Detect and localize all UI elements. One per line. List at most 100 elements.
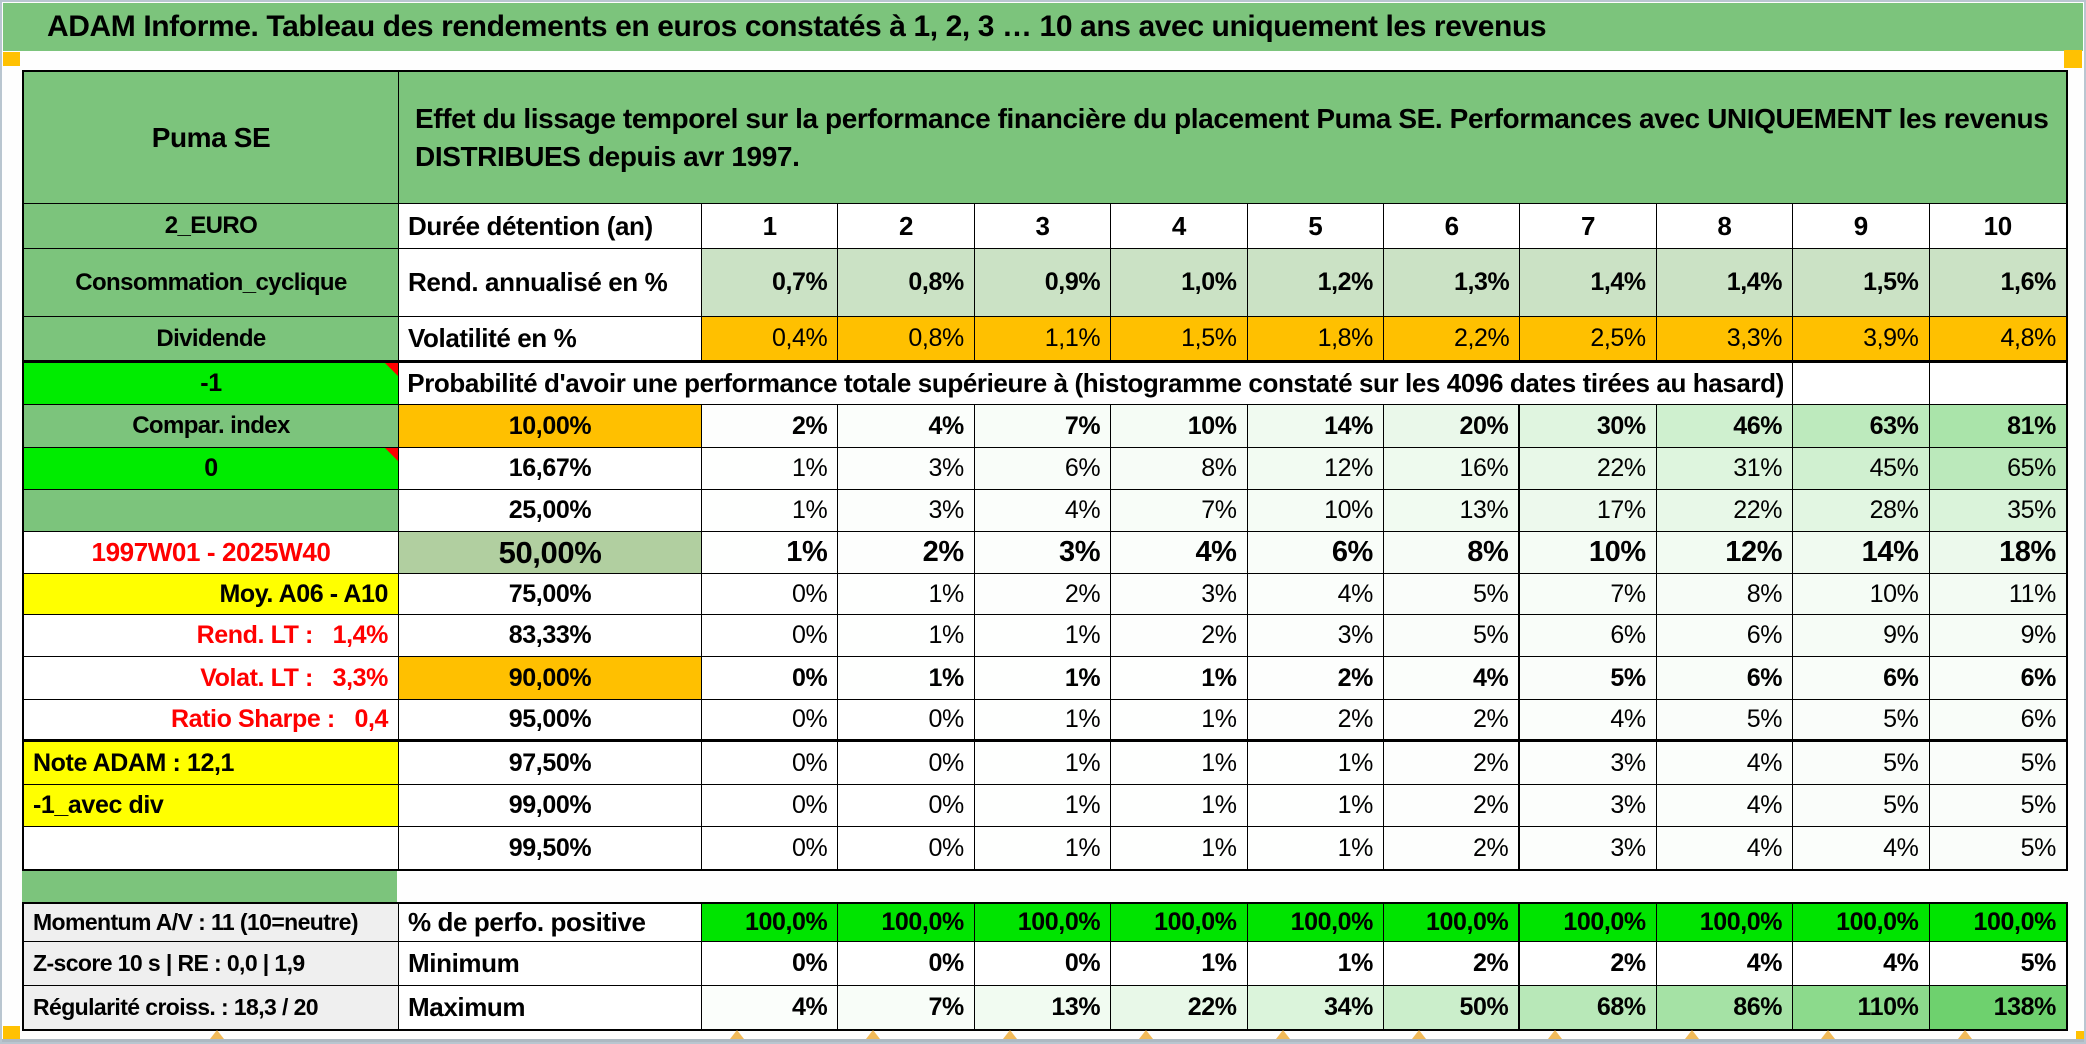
positive-perf-cell[interactable]: 100,0% — [1793, 904, 1930, 942]
threshold-cell[interactable]: 97,50% — [399, 742, 702, 785]
volatility-row-label-cell[interactable]: Dividende — [24, 317, 399, 361]
probability-cell[interactable]: 2% — [702, 405, 839, 448]
year-header-cell[interactable]: 6 — [1383, 204, 1521, 249]
probability-cell[interactable]: 5% — [1929, 785, 2066, 827]
positive-perf-cell[interactable]: 100,0% — [1656, 904, 1794, 942]
volatility-cell[interactable]: 2,5% — [1520, 317, 1657, 361]
threshold-cell[interactable]: 75,00% — [399, 574, 702, 615]
probability-cell[interactable]: 1% — [838, 615, 975, 657]
minimum-cell[interactable]: 0% — [974, 942, 1112, 986]
threshold-cell[interactable]: 16,67% — [399, 448, 702, 490]
row-label-cell[interactable]: 1997W01 - 2025W40 — [24, 532, 399, 574]
probability-cell[interactable]: 4% — [1520, 700, 1657, 742]
row-label-cell[interactable]: -1_avec div — [24, 785, 399, 827]
year-header-cell[interactable]: 7 — [1520, 204, 1657, 249]
probability-cell[interactable]: 0% — [838, 700, 975, 742]
minimum-cell[interactable]: 5% — [1929, 942, 2066, 986]
probability-cell[interactable]: 10% — [1793, 574, 1930, 615]
positive-perf-cell[interactable]: 100,0% — [702, 904, 839, 942]
maximum-cell[interactable]: 68% — [1520, 986, 1657, 1029]
probability-cell[interactable]: 1% — [1111, 700, 1248, 742]
probability-cell[interactable]: 0% — [702, 615, 839, 657]
probability-cell[interactable]: 9% — [1929, 615, 2066, 657]
volatility-cell[interactable]: 1,5% — [1111, 317, 1248, 361]
probability-left-label-cell[interactable]: -1 — [24, 361, 399, 405]
maximum-cell[interactable]: 86% — [1656, 986, 1794, 1029]
probability-cell[interactable]: 12% — [1656, 532, 1794, 574]
probability-cell[interactable]: 7% — [1520, 574, 1657, 615]
probability-cell[interactable]: 3% — [1247, 615, 1384, 657]
probability-cell[interactable]: 13% — [1383, 490, 1521, 532]
annualized-return-cell[interactable]: 1,6% — [1929, 249, 2066, 317]
probability-cell[interactable]: 6% — [1793, 657, 1930, 700]
probability-cell[interactable]: 0% — [702, 742, 839, 785]
year-header-cell[interactable]: 5 — [1247, 204, 1384, 249]
maximum-cell[interactable]: 34% — [1247, 986, 1384, 1029]
probability-cell[interactable]: 2% — [1247, 700, 1384, 742]
year-header-cell[interactable]: 4 — [1111, 204, 1248, 249]
probability-cell[interactable]: 2% — [1383, 827, 1521, 869]
probability-cell[interactable]: 3% — [1111, 574, 1248, 615]
annualized-return-cell[interactable]: 1,0% — [1111, 249, 1248, 317]
annualized-return-cell[interactable]: 0,9% — [974, 249, 1112, 317]
maximum-cell[interactable]: 50% — [1383, 986, 1521, 1029]
row-label-cell[interactable]: Rend. LT : 1,4% — [24, 615, 399, 657]
probability-cell[interactable]: 3% — [974, 532, 1112, 574]
probability-cell[interactable]: 10% — [1111, 405, 1248, 448]
probability-cell[interactable]: 4% — [1656, 785, 1794, 827]
probability-cell[interactable]: 0% — [838, 742, 975, 785]
positive-perf-cell[interactable]: 100,0% — [974, 904, 1112, 942]
minimum-cell[interactable]: 1% — [1247, 942, 1384, 986]
probability-cell[interactable]: 6% — [1656, 657, 1794, 700]
probability-cell[interactable]: 3% — [1520, 785, 1657, 827]
row-label-cell[interactable]: Volat. LT : 3,3% — [24, 657, 399, 700]
probability-cell[interactable]: 2% — [1383, 785, 1521, 827]
year-header-cell[interactable]: 8 — [1656, 204, 1794, 249]
probability-cell[interactable]: 1% — [974, 827, 1112, 869]
year-header-cell[interactable]: 3 — [974, 204, 1112, 249]
probability-cell[interactable]: 10% — [1247, 490, 1384, 532]
probability-cell[interactable]: 5% — [1793, 742, 1930, 785]
annualized-return-cell[interactable]: 1,4% — [1520, 249, 1657, 317]
positive-perf-cell[interactable]: 100,0% — [1111, 904, 1248, 942]
probability-cell[interactable]: 81% — [1929, 405, 2066, 448]
minimum-cell[interactable]: 4% — [1656, 942, 1794, 986]
probability-cell[interactable]: 8% — [1383, 532, 1521, 574]
probability-cell[interactable]: 9% — [1793, 615, 1930, 657]
probability-cell[interactable]: 1% — [974, 785, 1112, 827]
maximum-cell[interactable]: 138% — [1929, 986, 2066, 1029]
probability-cell[interactable]: 3% — [838, 448, 975, 490]
corner-label-cell[interactable]: 2_EURO — [24, 204, 399, 249]
volatility-cell[interactable]: 1,1% — [974, 317, 1112, 361]
year-header-cell[interactable]: 10 — [1929, 204, 2066, 249]
volatility-cell[interactable]: 3,9% — [1793, 317, 1930, 361]
row-label-cell[interactable]: Compar. index — [24, 405, 399, 448]
probability-cell[interactable]: 6% — [1520, 615, 1657, 657]
probability-cell[interactable]: 2% — [1111, 615, 1248, 657]
table-description-cell[interactable]: Effet du lissage temporel sur la perform… — [399, 72, 2066, 204]
probability-cell[interactable]: 30% — [1520, 405, 1657, 448]
probability-cell[interactable]: 1% — [1111, 785, 1248, 827]
duration-header-cell[interactable]: Durée détention (an) — [399, 204, 702, 249]
probability-cell[interactable]: 14% — [1793, 532, 1930, 574]
annualized-return-cell[interactable]: 1,4% — [1656, 249, 1794, 317]
probability-cell[interactable]: 1% — [1111, 827, 1248, 869]
probability-cell[interactable]: 5% — [1383, 574, 1521, 615]
probability-cell[interactable]: 65% — [1929, 448, 2066, 490]
probability-cell[interactable]: 5% — [1520, 657, 1657, 700]
annualized-return-cell[interactable]: 0,7% — [702, 249, 839, 317]
probability-cell[interactable]: 6% — [974, 448, 1112, 490]
probability-cell[interactable]: 1% — [702, 448, 839, 490]
probability-cell[interactable]: 6% — [1656, 615, 1794, 657]
positive-perf-name-cell[interactable]: % de perfo. positive — [399, 904, 702, 942]
maximum-cell[interactable]: 13% — [974, 986, 1112, 1029]
maximum-row-label-cell[interactable]: Régularité croiss. : 18,3 / 20 — [24, 986, 399, 1029]
maximum-cell[interactable]: 110% — [1793, 986, 1930, 1029]
probability-cell[interactable]: 12% — [1247, 448, 1384, 490]
minimum-cell[interactable]: 0% — [702, 942, 839, 986]
probability-cell[interactable]: 46% — [1656, 405, 1794, 448]
probability-cell[interactable]: 1% — [1247, 785, 1384, 827]
probability-cell[interactable]: 2% — [1383, 742, 1521, 785]
annualized-return-cell[interactable]: 0,8% — [838, 249, 975, 317]
probability-cell[interactable]: 1% — [702, 532, 839, 574]
